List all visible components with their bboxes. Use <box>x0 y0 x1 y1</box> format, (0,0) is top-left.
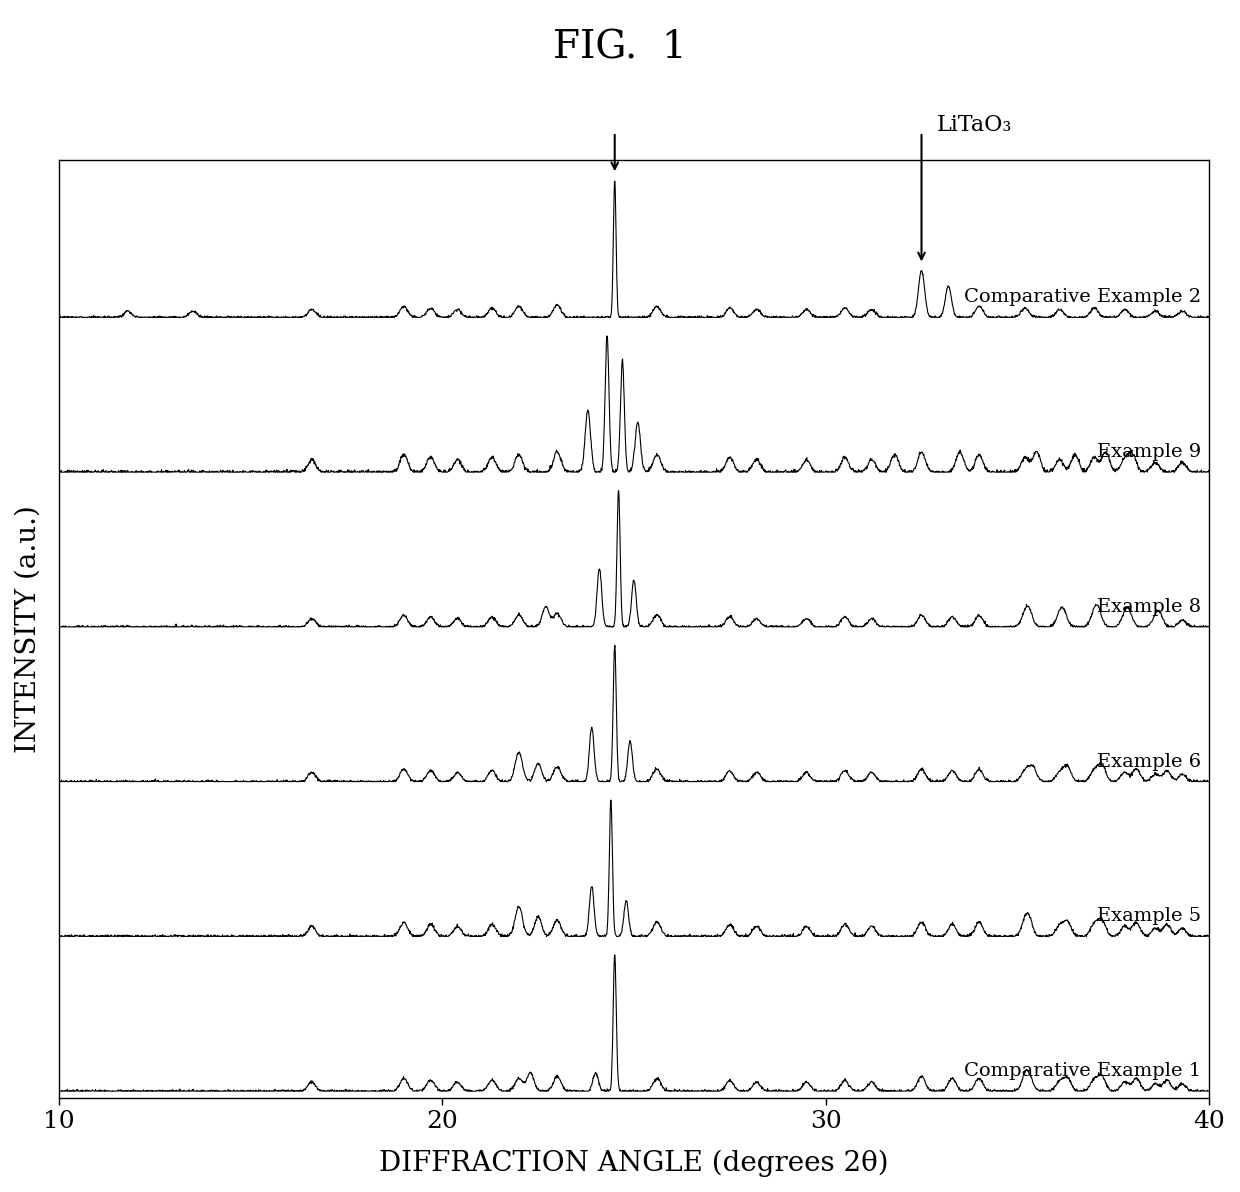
Y-axis label: INTENSITY (a.u.): INTENSITY (a.u.) <box>15 505 42 753</box>
Text: Comparative Example 1: Comparative Example 1 <box>965 1062 1202 1080</box>
X-axis label: DIFFRACTION ANGLE (degrees 2θ): DIFFRACTION ANGLE (degrees 2θ) <box>379 1149 889 1177</box>
Text: FIG.  1: FIG. 1 <box>553 30 687 67</box>
Text: Example 8: Example 8 <box>1097 598 1202 616</box>
Text: Example 5: Example 5 <box>1097 907 1202 925</box>
Text: Comparative Example 2: Comparative Example 2 <box>965 288 1202 306</box>
Text: Example 9: Example 9 <box>1097 443 1202 461</box>
Text: Example 6: Example 6 <box>1097 752 1202 771</box>
Text: LiTaO₃: LiTaO₃ <box>937 114 1012 136</box>
